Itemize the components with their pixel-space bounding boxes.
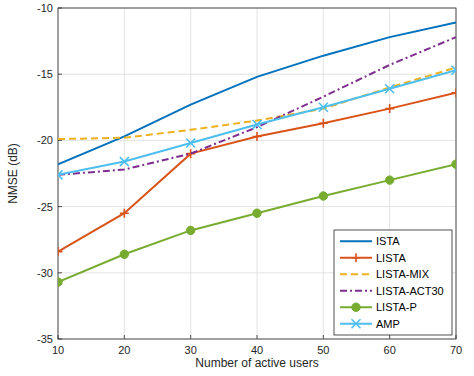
x-tick bbox=[124, 335, 125, 339]
legend-label: LISTA-ACT30 bbox=[376, 285, 444, 297]
x-tick bbox=[257, 335, 258, 339]
series-marker bbox=[319, 192, 327, 200]
axes: 10 20 30 40 50 60 70 -35 -30 -25 -20 -15 -10 bbox=[37, 2, 462, 356]
series-marker bbox=[58, 247, 63, 256]
legend-label: LISTA-MIX bbox=[376, 268, 430, 280]
chart: 10 20 30 40 50 60 70 -35 -30 -25 -20 -15 -10 Number o… bbox=[0, 0, 474, 376]
x-tick-label: 10 bbox=[52, 344, 64, 356]
y-tick-label: -20 bbox=[37, 134, 53, 146]
legend-label: LISTA bbox=[376, 252, 406, 264]
legend-label: LISTA-P bbox=[376, 301, 417, 313]
series-marker bbox=[385, 104, 394, 113]
y-tick bbox=[58, 272, 62, 273]
plot-frame bbox=[58, 8, 456, 339]
legend-marker bbox=[352, 319, 361, 328]
series-line bbox=[58, 23, 456, 165]
series-marker bbox=[58, 278, 62, 286]
series-marker bbox=[385, 84, 394, 93]
y-tick-label: -25 bbox=[37, 201, 53, 213]
x-grid-line bbox=[257, 8, 258, 339]
y-grid-line bbox=[58, 74, 456, 75]
series-marker bbox=[385, 176, 393, 184]
x-tick bbox=[389, 335, 390, 339]
series-line bbox=[58, 70, 456, 175]
legend-swatch bbox=[340, 240, 372, 242]
series-marker bbox=[186, 226, 194, 234]
series-marker bbox=[253, 132, 262, 141]
y-axis-label: NMSE (dB) bbox=[6, 143, 20, 204]
series-line bbox=[58, 93, 456, 252]
series-marker bbox=[319, 119, 328, 128]
legend-label: AMP bbox=[376, 318, 400, 330]
series-marker bbox=[253, 120, 262, 129]
series-marker bbox=[120, 250, 128, 258]
y-tick-label: -30 bbox=[37, 267, 53, 279]
x-tick-label: 40 bbox=[251, 344, 263, 356]
y-tick-label: -10 bbox=[37, 2, 53, 14]
series-marker bbox=[452, 66, 457, 75]
x-axis-label: Number of active users bbox=[195, 356, 318, 370]
legend-marker bbox=[352, 253, 361, 262]
series-marker bbox=[186, 139, 195, 148]
x-tick-label: 50 bbox=[317, 344, 329, 356]
y-grid-line bbox=[58, 206, 456, 207]
series-marker bbox=[120, 209, 129, 218]
plot-area bbox=[58, 8, 456, 339]
series-marker bbox=[319, 103, 328, 112]
x-grid-line bbox=[124, 8, 125, 339]
series-line bbox=[58, 68, 456, 139]
legend-label: ISTA bbox=[376, 235, 400, 247]
series-marker bbox=[253, 209, 261, 217]
y-tick bbox=[58, 74, 62, 75]
x-tick-label: 30 bbox=[185, 344, 197, 356]
series-line bbox=[58, 37, 456, 175]
x-tick-label: 60 bbox=[384, 344, 396, 356]
legend-marker bbox=[352, 303, 360, 311]
series-marker bbox=[452, 88, 457, 97]
legend: ISTA LISTA LISTA-MIX LISTA-ACT30 LISTA-P AMP bbox=[334, 230, 452, 335]
y-tick-label: -35 bbox=[37, 333, 53, 345]
series-marker bbox=[58, 170, 63, 179]
x-tick bbox=[323, 335, 324, 339]
legend-swatch bbox=[340, 273, 372, 275]
y-tick bbox=[58, 206, 62, 207]
x-tick-label: 20 bbox=[118, 344, 130, 356]
legend-swatch bbox=[340, 290, 372, 292]
series-marker bbox=[452, 160, 456, 168]
x-grid-line bbox=[323, 8, 324, 339]
y-tick-label: -15 bbox=[37, 68, 53, 80]
x-tick-label: 70 bbox=[450, 344, 462, 356]
series-group bbox=[58, 23, 456, 287]
x-tick bbox=[190, 335, 191, 339]
x-grid-line bbox=[190, 8, 191, 339]
legend-box bbox=[334, 230, 452, 335]
series-marker bbox=[120, 157, 129, 166]
